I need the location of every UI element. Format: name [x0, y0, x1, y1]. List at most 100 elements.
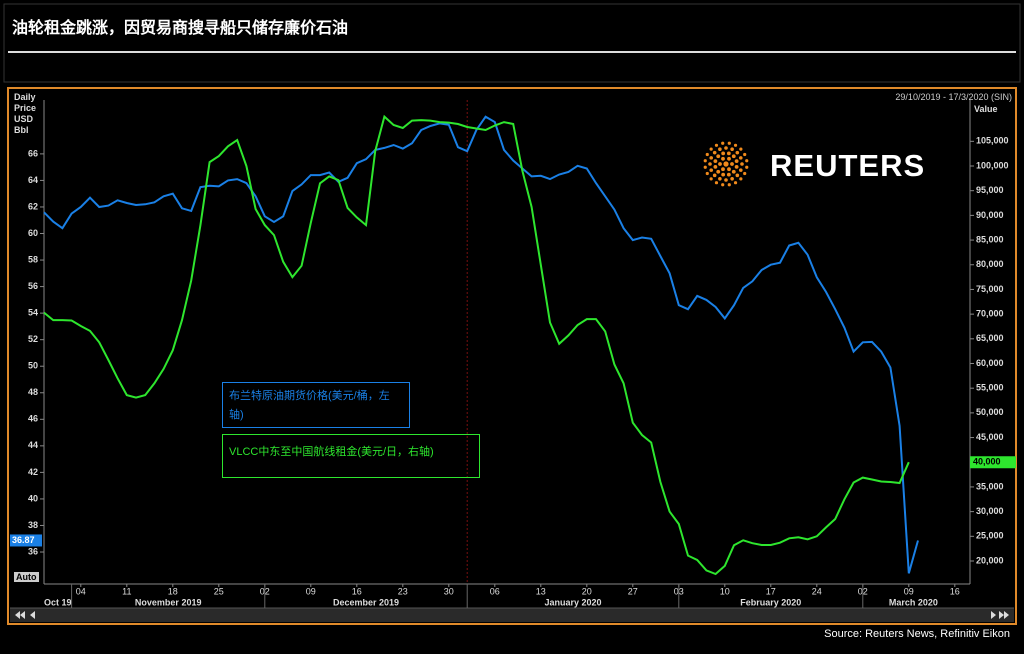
- logo-dot: [743, 152, 747, 157]
- last-value-tag: [10, 534, 42, 547]
- logo-dot: [712, 173, 717, 178]
- logo-dot: [709, 177, 713, 181]
- reuters-logo: [703, 141, 749, 187]
- y-tick-label: 44: [28, 440, 38, 450]
- y-tick-label: 46: [28, 414, 38, 424]
- logo-dot: [712, 150, 717, 155]
- logo-dot: [703, 159, 707, 163]
- x-tick-label: 04: [76, 586, 86, 596]
- scrollbar[interactable]: [10, 608, 1014, 622]
- last-value-label: 40,000: [973, 457, 1001, 467]
- x-tick-label: 06: [490, 586, 500, 596]
- logo-dot: [738, 168, 743, 172]
- last-value-tag: [970, 456, 1016, 469]
- x-group-label: Oct 19: [44, 597, 72, 607]
- last-value-label: 36.87: [12, 535, 35, 545]
- y2-tick-label: 45,000: [976, 432, 1004, 442]
- x-tick-label: 16: [950, 586, 960, 596]
- logo-dot: [718, 147, 722, 152]
- logo-dot: [733, 143, 738, 147]
- y-tick-label: 66: [28, 148, 38, 158]
- logo-dot: [708, 162, 712, 166]
- logo-dot: [724, 178, 728, 182]
- logo-dot: [745, 165, 749, 169]
- chart-frame: [7, 87, 1017, 625]
- logo-dot: [734, 164, 739, 169]
- y-tick-label: 38: [28, 520, 38, 530]
- logo-dot: [714, 143, 719, 147]
- logo-dot: [727, 156, 731, 161]
- y2-tick-label: 60,000: [976, 358, 1004, 368]
- y2-tick-label: 100,000: [976, 160, 1009, 170]
- x-tick-label: 16: [352, 586, 362, 596]
- x-tick-label: 23: [398, 586, 408, 596]
- y-tick-label: 64: [28, 175, 38, 185]
- y2-tick-label: 95,000: [976, 185, 1004, 195]
- logo-dot: [713, 159, 718, 164]
- scroll-buttons[interactable]: [15, 611, 1009, 619]
- date-range: 29/10/2019 - 17/3/2020 (SIN): [895, 92, 1012, 102]
- y-tick-label: 50: [28, 361, 38, 371]
- logo-dot: [716, 169, 721, 174]
- logo-dot: [721, 172, 726, 177]
- series-line: [43, 115, 919, 574]
- y2-tick-label: 30,000: [976, 506, 1004, 516]
- logo-dot: [740, 162, 744, 166]
- logo-dot: [731, 169, 736, 174]
- y2-tick-label: 35,000: [976, 481, 1004, 491]
- y-tick-label: 36: [28, 546, 38, 556]
- y-axis-title: Daily Price USD Bbl: [14, 92, 37, 135]
- logo-dot: [721, 141, 725, 145]
- y2-tick-label: 65,000: [976, 333, 1004, 343]
- y-tick-label: 56: [28, 281, 38, 291]
- y2-tick-label: 105,000: [976, 136, 1009, 146]
- logo-dot: [735, 173, 740, 178]
- x-tick-label: 30: [444, 586, 454, 596]
- logo-dot: [709, 147, 713, 151]
- y-tick-label: 48: [28, 387, 38, 397]
- logo-dot: [718, 176, 722, 181]
- auto-button[interactable]: Auto: [14, 572, 39, 582]
- logo-dot: [716, 154, 721, 159]
- logo-dot: [743, 171, 747, 176]
- logo-dot: [714, 181, 719, 185]
- legend-entry: 布兰特原油期货价格(美元/桶，左轴): [222, 382, 410, 428]
- watermark: REUTERS: [770, 148, 926, 183]
- logo-dot: [738, 156, 743, 160]
- y2-tick-label: 80,000: [976, 259, 1004, 269]
- logo-dot: [726, 151, 731, 156]
- x-tick-label: 09: [904, 586, 914, 596]
- x-tick-label: 25: [214, 586, 224, 596]
- source-note: Source: Reuters News, Refinitiv Eikon: [824, 628, 1010, 640]
- y2-tick-label: 20,000: [976, 555, 1004, 565]
- logo-dot: [721, 151, 726, 156]
- x-group-label: November 2019: [135, 597, 202, 607]
- y-tick-label: 58: [28, 254, 38, 264]
- y-tick-label: 40: [28, 493, 38, 503]
- logo-dot: [739, 177, 743, 181]
- x-group-label: February 2020: [740, 597, 801, 607]
- logo-dot: [731, 154, 736, 159]
- logo-dot: [734, 159, 739, 164]
- y2-tick-label: 70,000: [976, 309, 1004, 319]
- x-tick-label: 18: [168, 586, 178, 596]
- y2-tick-label: 90,000: [976, 210, 1004, 220]
- logo-dot: [703, 165, 707, 169]
- legend-entry: VLCC中东至中国航线租金(美元/日，右轴): [222, 434, 480, 478]
- x-group-label: December 2019: [333, 597, 399, 607]
- y2-tick-label: 85,000: [976, 234, 1004, 244]
- x-tick-label: 09: [306, 586, 316, 596]
- logo-dot: [727, 141, 731, 145]
- x-tick-label: 11: [122, 586, 131, 596]
- x-tick-label: 27: [628, 586, 638, 596]
- y2-tick-label: 50,000: [976, 407, 1004, 417]
- logo-dot: [730, 147, 734, 152]
- x-tick-label: 20: [582, 586, 592, 596]
- logo-dot: [727, 183, 731, 187]
- logo-dot: [730, 176, 734, 181]
- logo-dot: [721, 156, 725, 161]
- logo-dot: [730, 162, 734, 166]
- y2-tick-label: 25,000: [976, 531, 1004, 541]
